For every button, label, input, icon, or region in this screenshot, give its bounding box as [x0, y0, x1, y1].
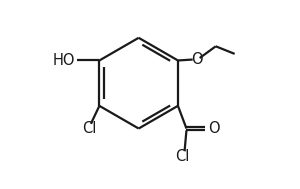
Text: O: O [191, 52, 203, 67]
Text: HO: HO [52, 53, 75, 68]
Text: O: O [208, 121, 220, 136]
Text: Cl: Cl [176, 149, 190, 164]
Text: Cl: Cl [82, 121, 96, 136]
